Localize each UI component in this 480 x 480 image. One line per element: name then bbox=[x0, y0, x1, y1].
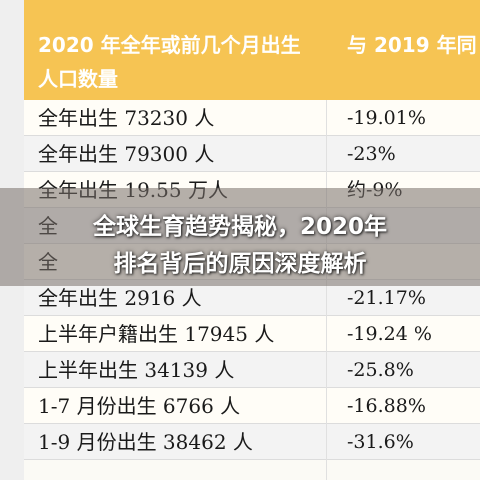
birth-cell: 全年出生 79300 人 bbox=[38, 142, 215, 166]
header-right: 与 2019 年同 bbox=[347, 33, 477, 57]
birth-cell: 1-7 月份出生 6766 人 bbox=[38, 394, 241, 418]
change-cell: -31.6% bbox=[347, 431, 414, 453]
change-cell: -25.8% bbox=[347, 359, 414, 381]
change-cell: -19.24 % bbox=[347, 323, 432, 345]
table-row: 全年出生 73230 人 -19.01% bbox=[24, 100, 480, 136]
table-row: 1-7 月份出生 6766 人 -16.88% bbox=[24, 388, 480, 424]
birth-cell: 上半年出生 34139 人 bbox=[38, 358, 235, 382]
caption-overlay bbox=[0, 188, 480, 286]
column-divider bbox=[326, 100, 327, 480]
header-left-line2: 人口数量 bbox=[38, 67, 118, 91]
change-cell: -16.88% bbox=[347, 395, 426, 417]
caption-line-1: 全球生育趋势揭秘，2020年 bbox=[92, 214, 387, 240]
change-cell: -21.17% bbox=[347, 287, 426, 309]
change-cell: -23% bbox=[347, 143, 396, 165]
table-header: 2020 年全年或前几个月出生 人口数量 与 2019 年同 bbox=[24, 0, 480, 100]
header-left: 2020 年全年或前几个月出生 人口数量 bbox=[38, 28, 338, 96]
birth-cell: 全年出生 2916 人 bbox=[38, 286, 202, 310]
table-row: 上半年出生 34139 人 -25.8% bbox=[24, 352, 480, 388]
table-row: 上半年户籍出生 17945 人 -19.24 % bbox=[24, 316, 480, 352]
caption-line-2: 排名背后的原因深度解析 bbox=[113, 251, 367, 277]
birth-cell: 全年出生 73230 人 bbox=[38, 106, 215, 130]
table-row: 1-9 月份出生 38462 人 -31.6% bbox=[24, 424, 480, 460]
birth-cell: 1-9 月份出生 38462 人 bbox=[38, 430, 253, 454]
change-cell: -19.01% bbox=[347, 107, 426, 129]
birth-cell: 上半年户籍出生 17945 人 bbox=[38, 322, 275, 346]
table-row: 全年出生 2916 人 -21.17% bbox=[24, 280, 480, 316]
table-row: 全年出生 79300 人 -23% bbox=[24, 136, 480, 172]
header-left-line1: 2020 年全年或前几个月出生 bbox=[38, 33, 301, 57]
